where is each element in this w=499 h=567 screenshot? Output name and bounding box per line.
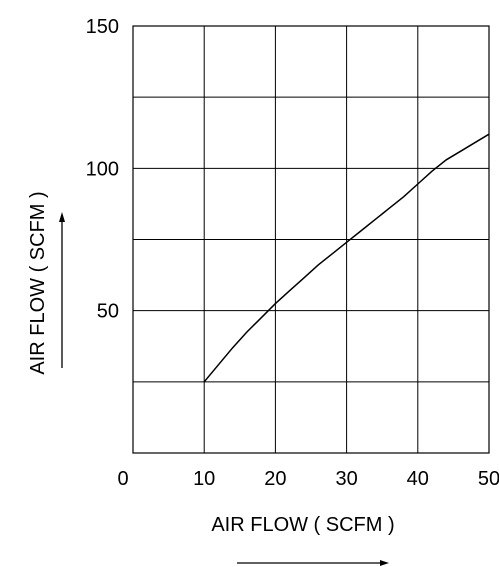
x-tick-labels: 0 10 20 30 40 50 [117,468,499,490]
y-tick-label: 100 [86,158,119,180]
x-tick-label: 10 [193,468,215,490]
x-axis-title: AIR FLOW ( SCFM ) [211,514,394,536]
y-axis-title: AIR FLOW ( SCFM ) [27,191,49,374]
y-tick-label: 50 [97,301,119,323]
y-axis-arrow [59,212,65,368]
x-tick-label: 50 [478,468,499,490]
x-tick-label: 0 [117,468,128,490]
x-tick-label: 20 [264,468,286,490]
chart-grid [133,26,489,453]
x-tick-label: 30 [335,468,357,490]
plot-frame [132,25,490,454]
data-series-line [203,133,490,383]
x-axis-arrow [237,560,389,566]
y-tick-label: 150 [86,16,119,38]
x-tick-label: 40 [407,468,429,490]
y-tick-labels: 50 100 150 [86,16,119,323]
